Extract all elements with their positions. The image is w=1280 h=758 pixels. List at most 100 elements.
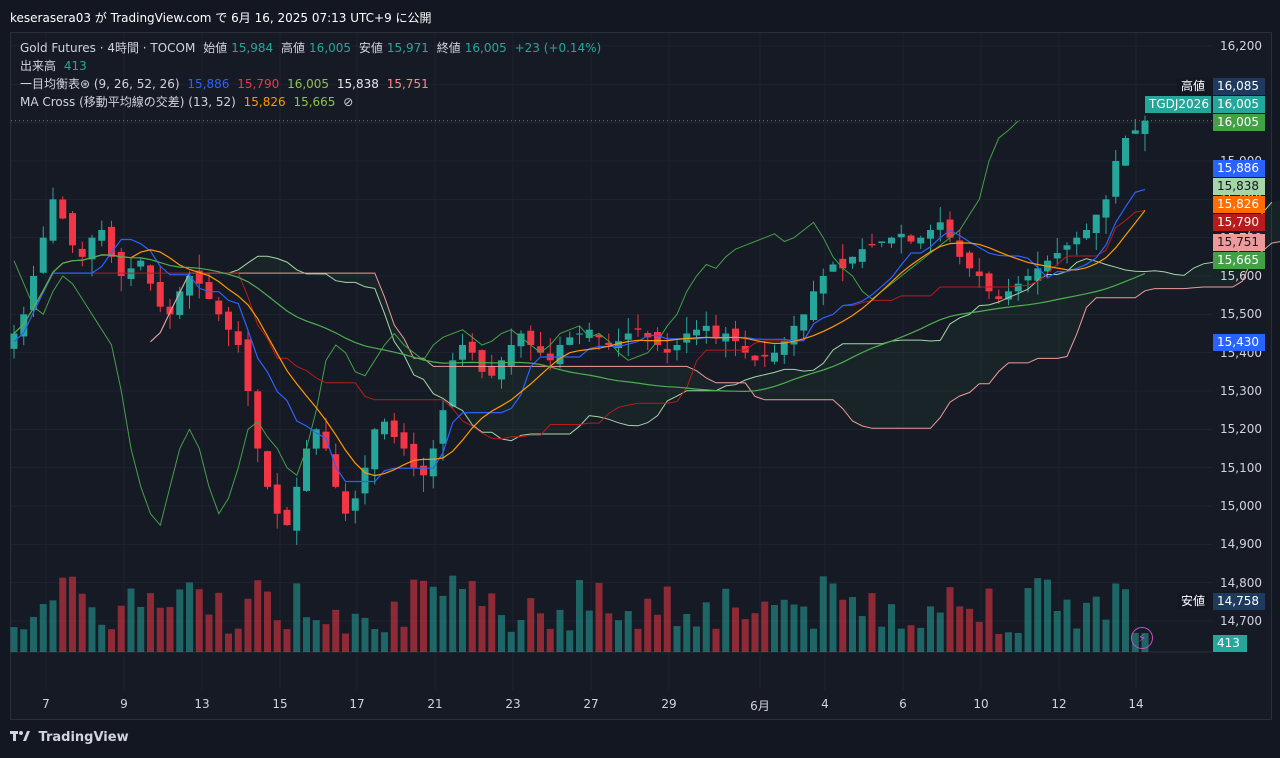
candle-body	[663, 348, 671, 353]
candle-body	[127, 268, 135, 280]
candle-body	[498, 360, 505, 380]
candle-body	[829, 264, 837, 272]
candle-body	[390, 420, 398, 437]
y-tick-label: 15,100	[1220, 460, 1262, 475]
volume-bar	[10, 627, 18, 652]
candle-body	[595, 335, 603, 338]
volume-bar	[322, 624, 330, 652]
legend-ma-row[interactable]: MA Cross (移動平均線の交差) (13, 52) 15,826 15,6…	[20, 93, 357, 110]
legend-ma-fast: 15,826	[243, 95, 286, 109]
candle-body	[186, 276, 193, 296]
legend-ma-slow: 15,665	[293, 95, 336, 109]
volume-bar	[507, 631, 515, 652]
volume-bar	[1073, 628, 1081, 652]
candle-body	[117, 251, 125, 276]
x-tick-label: 12	[1051, 697, 1067, 711]
volume-bar	[975, 621, 983, 652]
ichimoku-tenkan-line	[13, 188, 1146, 483]
volume-bar	[468, 581, 476, 652]
candle-body	[322, 431, 330, 449]
candle-body	[215, 300, 223, 315]
candle-body	[59, 199, 67, 219]
candle-body	[225, 311, 232, 330]
volume-bar	[225, 633, 232, 652]
candle-body	[332, 454, 340, 487]
volume-bar	[546, 628, 554, 652]
candle-body	[234, 331, 242, 345]
lightning-icon[interactable]: ⚡	[1131, 627, 1153, 649]
volume-bar	[595, 582, 603, 652]
candle-body	[1053, 253, 1061, 259]
volume-bar	[244, 598, 252, 652]
volume-bar	[634, 628, 642, 652]
legend-change: +23 (+0.14%)	[514, 41, 602, 55]
candle-body	[517, 333, 525, 347]
volume-bar	[702, 602, 710, 652]
volume-bar	[1122, 589, 1129, 652]
candle-body	[410, 443, 418, 468]
candle-body	[1083, 230, 1090, 239]
volume-bar	[829, 583, 837, 652]
volume-bar	[927, 606, 934, 652]
candle-body	[156, 281, 164, 307]
candle-body	[888, 237, 895, 244]
ichimoku-cloud	[150, 200, 1280, 441]
volume-bar	[1034, 578, 1042, 652]
candle-body	[1014, 283, 1022, 292]
volume-bar	[576, 579, 583, 652]
x-tick-label: 6	[899, 697, 907, 711]
legend-ichimoku-row[interactable]: 一目均衡表⊛ (9, 26, 52, 26) 15,886 15,790 16,…	[20, 75, 433, 92]
candle-body	[39, 237, 47, 273]
last-price-tag: 16,005	[1213, 114, 1265, 131]
volume-bar	[234, 628, 242, 652]
candle-body	[985, 273, 993, 292]
y-tick-label: 14,800	[1220, 575, 1262, 590]
volume-bar	[1112, 583, 1120, 652]
volume-bar	[195, 589, 203, 652]
volume-bar	[868, 593, 876, 652]
volume-bar	[878, 626, 886, 652]
x-tick-label: 13	[194, 697, 210, 711]
x-tick-label: 15	[272, 697, 288, 711]
legend-close: 16,005	[464, 41, 507, 55]
publish-bar: keserasera03 が TradingView.com で 6月 16, …	[0, 0, 1280, 32]
volume-bar	[712, 628, 720, 652]
candle-body	[449, 360, 457, 407]
candle-body	[1092, 214, 1100, 234]
x-tick-label: 14	[1128, 697, 1144, 711]
candle-body	[195, 270, 203, 284]
volume-bar	[537, 613, 544, 652]
x-tick-label: 9	[120, 697, 128, 711]
volume-bar	[693, 626, 700, 652]
publish-line: keserasera03 が TradingView.com で 6月 16, …	[10, 11, 432, 25]
volume-bar	[147, 593, 154, 652]
candle-body	[283, 509, 291, 526]
ichimoku-spanb-line	[150, 241, 1280, 429]
candle-body	[927, 230, 934, 239]
high-tag-label: 高値	[1177, 78, 1213, 95]
volume-bar	[293, 583, 301, 652]
legend-volume: 413	[63, 59, 87, 73]
candle-body	[537, 346, 544, 353]
volume-bar	[741, 619, 749, 652]
y-tick-label: 15,500	[1220, 307, 1262, 322]
candle-body	[1024, 276, 1032, 281]
candle-body	[1141, 120, 1149, 134]
volume-bar	[956, 606, 964, 652]
volume-bar	[332, 609, 340, 652]
y-tick-label: 14,700	[1220, 614, 1262, 628]
candle-body	[673, 345, 681, 351]
volume-bar	[98, 624, 106, 652]
candle-body	[478, 350, 486, 372]
volume-bar	[127, 588, 135, 652]
volume-bar	[644, 598, 652, 652]
candle-body	[946, 219, 954, 238]
volume-bar	[69, 576, 76, 652]
volume-bar	[371, 629, 379, 652]
candle-body	[30, 276, 37, 310]
candle-body	[468, 341, 476, 353]
candle-body	[429, 448, 437, 477]
volume-bar	[342, 633, 349, 652]
eye-off-icon[interactable]: ⊘	[343, 95, 354, 109]
